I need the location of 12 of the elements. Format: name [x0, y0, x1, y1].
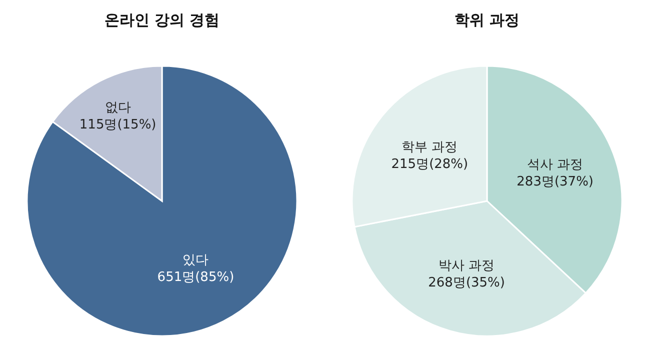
slice-label: 박사 과정 — [438, 258, 495, 274]
data-label: 268명(35%) — [428, 275, 505, 290]
chart-title: 온라인 강의 경험 — [104, 11, 220, 29]
chart-title: 학위 과정 — [454, 11, 520, 29]
data-label: 283명(37%) — [516, 174, 594, 190]
slice-label: 학부 과정 — [402, 140, 458, 155]
slice-label: 없다 — [104, 100, 131, 116]
data-label: 215명(28%) — [391, 156, 468, 172]
data-label: 651명(85%) — [157, 270, 234, 286]
data-label: 115명(15%) — [79, 117, 156, 132]
slice-label: 있다 — [182, 253, 209, 268]
slice-label: 석사 과정 — [527, 157, 584, 172]
